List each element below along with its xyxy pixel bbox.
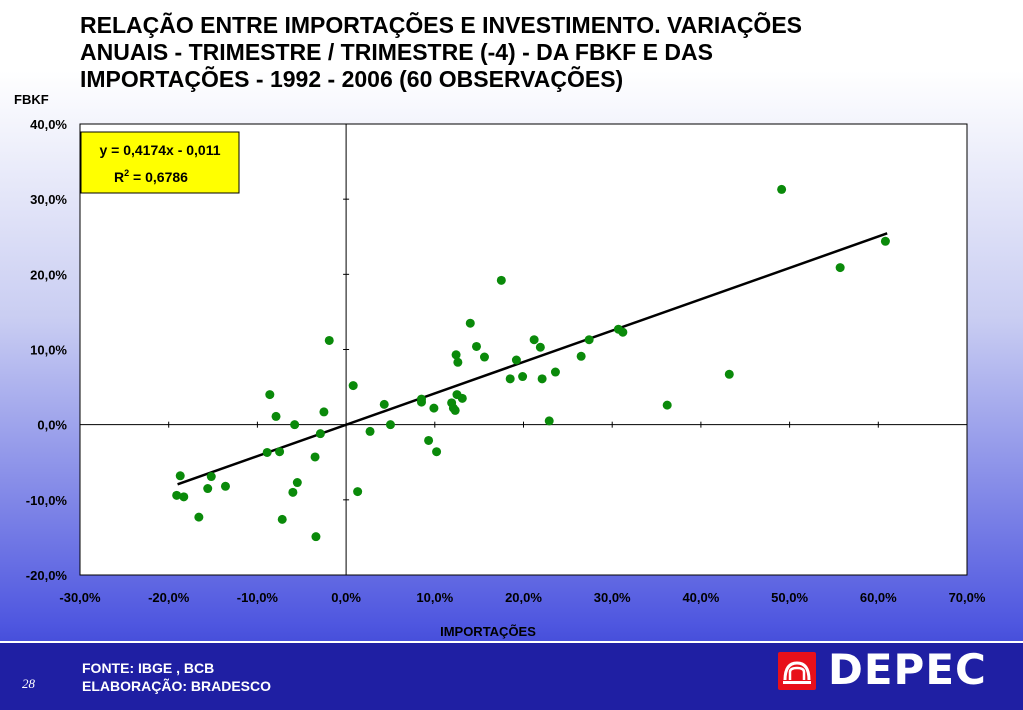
regression-annotation: y = 0,4174x - 0,011 R2 = 0,6786 [80, 131, 240, 194]
regression-equation: y = 0,4174x - 0,011 [99, 142, 220, 158]
data-point [453, 357, 463, 367]
y-tick-label: -10,0% [26, 493, 68, 508]
annotation-box [80, 131, 240, 194]
data-point [471, 341, 481, 351]
depec-logo: DEPEC [778, 645, 1008, 694]
title-line-1: RELAÇÃO ENTRE IMPORTAÇÕES E INVESTIMENTO… [80, 12, 803, 38]
x-tick-label: -10,0% [237, 590, 279, 605]
data-point [416, 397, 426, 407]
data-point [324, 335, 334, 345]
data-point [529, 335, 539, 345]
data-point [544, 416, 554, 426]
data-point [537, 374, 547, 384]
source-note: FONTE: IBGE , BCB ELABORAÇÃO: BRADESCO [82, 659, 271, 695]
data-point [385, 420, 395, 430]
data-point [424, 435, 434, 445]
data-point [220, 481, 230, 491]
y-tick-label: 30,0% [30, 192, 67, 207]
r-label: R [114, 169, 124, 185]
data-points [172, 184, 890, 542]
source-line: FONTE: IBGE , BCB [82, 660, 215, 676]
data-point [465, 318, 475, 328]
data-point [451, 350, 461, 360]
data-point [206, 472, 216, 482]
data-point [275, 447, 285, 457]
data-point [505, 374, 515, 384]
logo-text: DEPEC [828, 645, 987, 694]
chart-title: RELAÇÃO ENTRE IMPORTAÇÕES E INVESTIMENTO… [80, 12, 1010, 93]
x-tick-label: 0,0% [331, 590, 361, 605]
x-tick-label: 10,0% [416, 590, 453, 605]
x-tick-label: 40,0% [682, 590, 719, 605]
data-point [576, 351, 586, 361]
data-point [271, 411, 281, 421]
data-point [584, 335, 594, 345]
data-point [265, 390, 275, 400]
tick-labels: -30,0% -20,0% -10,0% 0,0% 10,0% 20,0% 30,0% 40,… [26, 117, 986, 605]
data-point [315, 429, 325, 439]
title-line-3: IMPORTAÇÕES - 1992 - 2006 (60 OBSERVAÇÕE… [80, 66, 624, 92]
data-point [179, 492, 189, 502]
data-point [203, 484, 213, 494]
data-point [724, 369, 734, 379]
data-point [550, 367, 560, 377]
data-point [662, 400, 672, 410]
title-line-2: ANUAIS - TRIMESTRE / TRIMESTRE (-4) - DA… [80, 39, 713, 65]
data-point [348, 381, 358, 391]
data-point [880, 236, 890, 246]
data-point [379, 399, 389, 409]
bradesco-logo-icon [778, 652, 816, 690]
x-tick-label: 20,0% [505, 590, 542, 605]
y-tick-label: 40,0% [30, 117, 67, 132]
x-tick-label: 50,0% [771, 590, 808, 605]
y-tick-label: -20,0% [26, 568, 68, 583]
data-point [432, 447, 442, 457]
plot-area [79, 123, 968, 576]
x-axis-label: IMPORTAÇÕES [440, 624, 536, 639]
data-point [290, 420, 300, 430]
y-tick-label: 20,0% [30, 267, 67, 282]
data-point [457, 393, 467, 403]
elaboration-line: ELABORAÇÃO: BRADESCO [82, 678, 271, 694]
data-point [194, 512, 204, 522]
data-point [288, 487, 298, 497]
data-point [175, 471, 185, 481]
trendline [177, 232, 888, 486]
r-value: = 0,6786 [129, 169, 188, 185]
x-tick-label: 60,0% [860, 590, 897, 605]
data-point [479, 352, 489, 362]
r-squared: R2 = 0,6786 [114, 168, 188, 185]
data-point [835, 263, 845, 273]
y-axis-label: FBKF [14, 92, 49, 107]
x-tick-label: -20,0% [148, 590, 190, 605]
data-point [511, 355, 521, 365]
r-exponent: 2 [124, 168, 129, 178]
data-point [353, 487, 363, 497]
x-tick-label: 30,0% [594, 590, 631, 605]
data-point [277, 514, 287, 524]
data-point [618, 327, 628, 337]
data-point [262, 447, 272, 457]
footer-bar [0, 641, 1023, 710]
data-point [311, 532, 321, 542]
scatter-chart: FBKF -30,0% -20,0% -10,0% 0,0% 10,0% 20,0% 30,… [14, 92, 986, 639]
y-tick-label: 10,0% [30, 343, 67, 358]
data-point [535, 342, 545, 352]
x-tick-label: -30,0% [59, 590, 101, 605]
data-point [777, 184, 787, 194]
data-point [518, 372, 528, 382]
data-point [172, 490, 182, 500]
y-tick-label: 0,0% [37, 418, 67, 433]
data-point [310, 452, 320, 462]
data-point [429, 403, 439, 413]
data-point [450, 405, 460, 415]
page-number: 28 [22, 676, 35, 691]
data-point [496, 275, 506, 285]
data-point [365, 426, 375, 436]
x-tick-label: 70,0% [949, 590, 986, 605]
data-point [292, 478, 302, 488]
data-point [319, 407, 329, 417]
